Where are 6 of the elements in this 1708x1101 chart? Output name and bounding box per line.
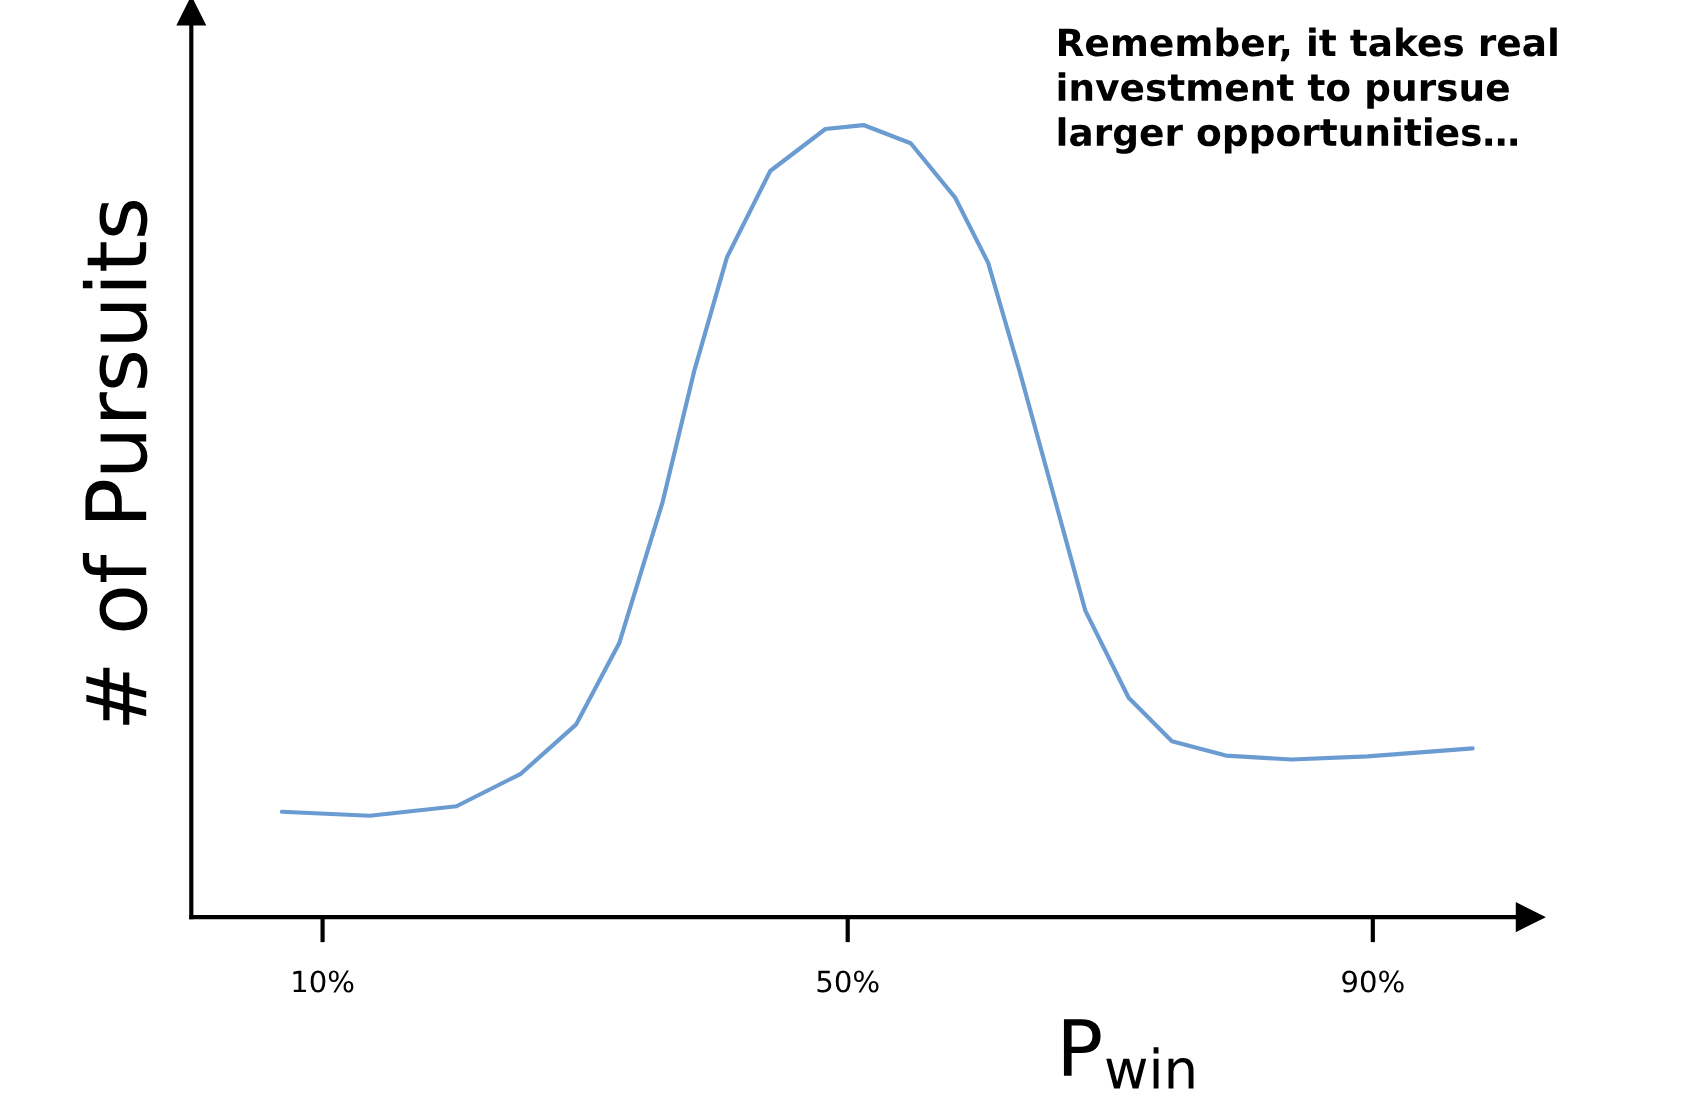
y-axis-title: # of Pursuits bbox=[82, 200, 148, 725]
x-axis-title: P$_{win}$ bbox=[1063, 1019, 1194, 1089]
annotation: Remember, it takes real investment to pursue larger opportunities… bbox=[1058, 27, 1557, 154]
x-tick-label: 90% bbox=[1342, 970, 1404, 993]
x-tick-label: 10% bbox=[293, 970, 354, 993]
x-tick-label: 50% bbox=[817, 970, 879, 993]
